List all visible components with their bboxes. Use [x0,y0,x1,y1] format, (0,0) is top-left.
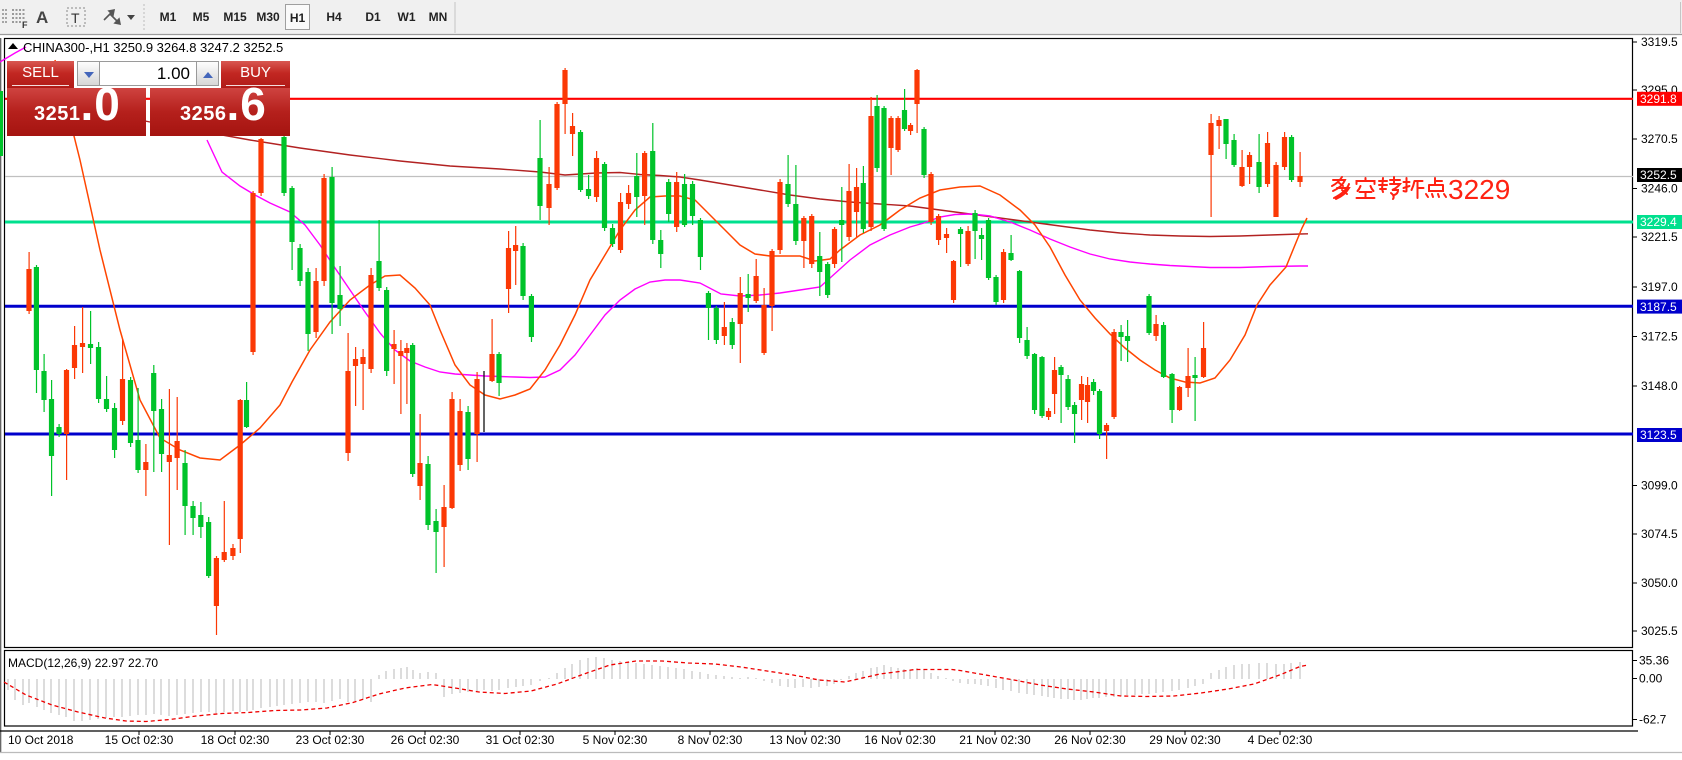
svg-text:21 Nov 02:30: 21 Nov 02:30 [959,733,1031,747]
svg-text:MACD(12,26,9) 22.97 22.70: MACD(12,26,9) 22.97 22.70 [8,656,158,670]
svg-text:31 Oct 02:30: 31 Oct 02:30 [486,733,555,747]
svg-text:3099.0: 3099.0 [1641,479,1678,493]
svg-text:5 Nov 02:30: 5 Nov 02:30 [583,733,648,747]
svg-text:8 Nov 02:30: 8 Nov 02:30 [678,733,743,747]
svg-text:10 Oct 2018: 10 Oct 2018 [8,733,74,747]
svg-text:3319.5: 3319.5 [1641,35,1678,49]
svg-text:3197.0: 3197.0 [1641,280,1678,294]
svg-text:3172.5: 3172.5 [1641,330,1678,344]
svg-text:3270.5: 3270.5 [1641,132,1678,146]
svg-text:T: T [71,10,80,26]
svg-text:16 Nov 02:30: 16 Nov 02:30 [864,733,936,747]
svg-text:3252.5: 3252.5 [1640,168,1677,182]
svg-text:3025.5: 3025.5 [1641,624,1678,638]
svg-text:A: A [36,8,48,27]
svg-text:35.36: 35.36 [1639,654,1669,668]
svg-text:CHINA300-,H1 3250.9 3264.8 32: CHINA300-,H1 3250.9 3264.8 3247.2 3252.5 [23,40,283,55]
svg-text:18 Oct 02:30: 18 Oct 02:30 [201,733,270,747]
svg-text:29 Nov 02:30: 29 Nov 02:30 [1149,733,1221,747]
svg-text:3221.5: 3221.5 [1641,230,1678,244]
svg-text:26 Oct 02:30: 26 Oct 02:30 [391,733,460,747]
svg-text:3050.0: 3050.0 [1641,576,1678,590]
svg-text:3229: 3229 [1448,174,1510,205]
svg-text:3123.5: 3123.5 [1640,428,1677,442]
svg-text:4 Dec 02:30: 4 Dec 02:30 [1248,733,1313,747]
svg-text:23 Oct 02:30: 23 Oct 02:30 [296,733,365,747]
svg-text:3187.5: 3187.5 [1640,300,1677,314]
svg-text:0.00: 0.00 [1639,672,1663,686]
svg-text:3229.4: 3229.4 [1640,215,1677,229]
svg-text:F: F [22,20,28,30]
svg-text:15 Oct 02:30: 15 Oct 02:30 [105,733,174,747]
svg-text:3074.5: 3074.5 [1641,527,1678,541]
svg-text:3291.8: 3291.8 [1640,92,1677,106]
svg-text:-62.7: -62.7 [1639,713,1667,727]
svg-text:26 Nov 02:30: 26 Nov 02:30 [1054,733,1126,747]
svg-text:3246.0: 3246.0 [1641,182,1678,196]
svg-text:13 Nov 02:30: 13 Nov 02:30 [769,733,841,747]
svg-text:3148.0: 3148.0 [1641,379,1678,393]
